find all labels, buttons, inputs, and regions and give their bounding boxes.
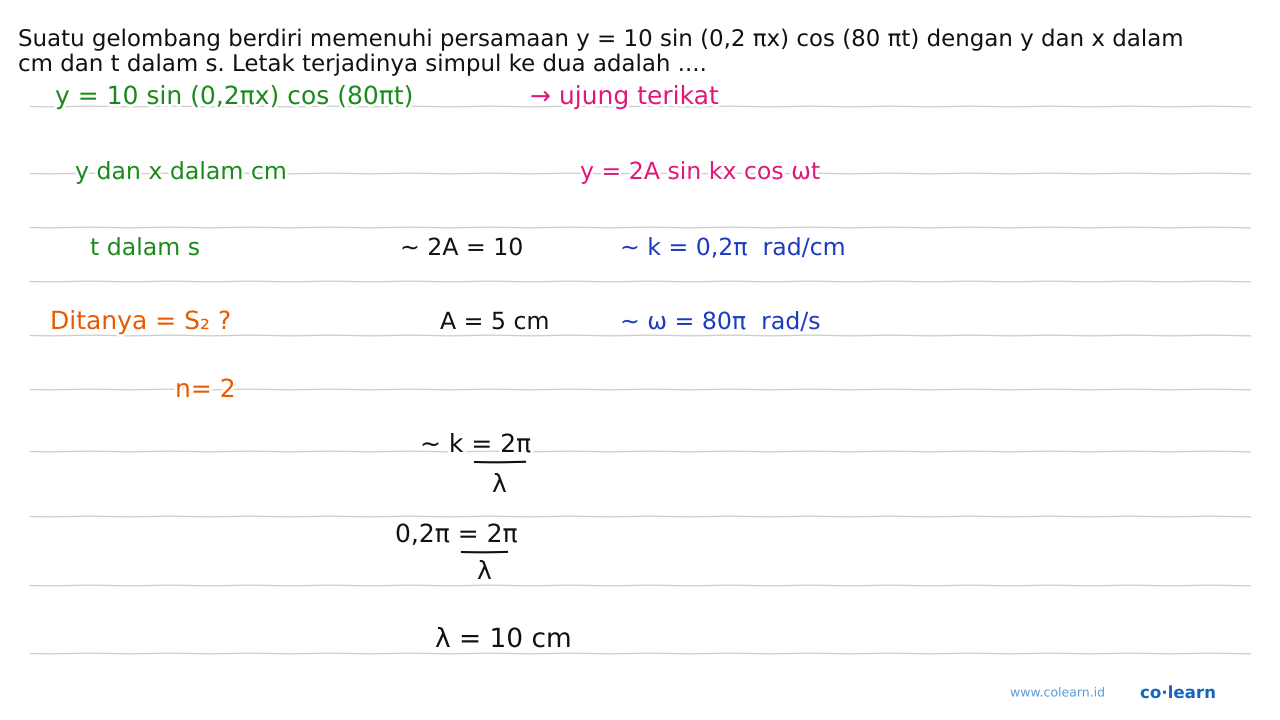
Text: ∼ ω = 80π  rad/s: ∼ ω = 80π rad/s bbox=[620, 310, 820, 334]
Text: ∼ 2A = 10: ∼ 2A = 10 bbox=[399, 236, 524, 260]
Text: ∼ k = 2π: ∼ k = 2π bbox=[420, 433, 531, 457]
Text: λ: λ bbox=[477, 560, 492, 584]
Text: t dalam s: t dalam s bbox=[90, 236, 200, 260]
Text: → ujung terikat: → ujung terikat bbox=[530, 85, 719, 109]
Text: www.colearn.id: www.colearn.id bbox=[1010, 686, 1106, 700]
Text: λ: λ bbox=[492, 473, 507, 497]
Text: 0,2π = 2π: 0,2π = 2π bbox=[396, 523, 517, 547]
Text: ∼ k = 0,2π  rad/cm: ∼ k = 0,2π rad/cm bbox=[620, 236, 845, 260]
Text: y = 10 sin (0,2πx) cos (80πt): y = 10 sin (0,2πx) cos (80πt) bbox=[55, 85, 413, 109]
Text: A = 5 cm: A = 5 cm bbox=[440, 310, 549, 334]
Text: cm dan t dalam s. Letak terjadinya simpul ke dua adalah ....: cm dan t dalam s. Letak terjadinya simpu… bbox=[18, 53, 707, 76]
Text: co·learn: co·learn bbox=[1140, 684, 1216, 702]
Text: Suatu gelombang berdiri memenuhi persamaan y = 10 sin (0,2 πx) cos (80 πt) denga: Suatu gelombang berdiri memenuhi persama… bbox=[18, 28, 1183, 51]
Text: y = 2A sin kx cos ωt: y = 2A sin kx cos ωt bbox=[580, 160, 820, 184]
Text: y dan x dalam cm: y dan x dalam cm bbox=[76, 160, 287, 184]
Text: λ = 10 cm: λ = 10 cm bbox=[435, 627, 572, 653]
Text: Ditanya = S₂ ?: Ditanya = S₂ ? bbox=[50, 310, 232, 334]
Text: n= 2: n= 2 bbox=[175, 378, 236, 402]
